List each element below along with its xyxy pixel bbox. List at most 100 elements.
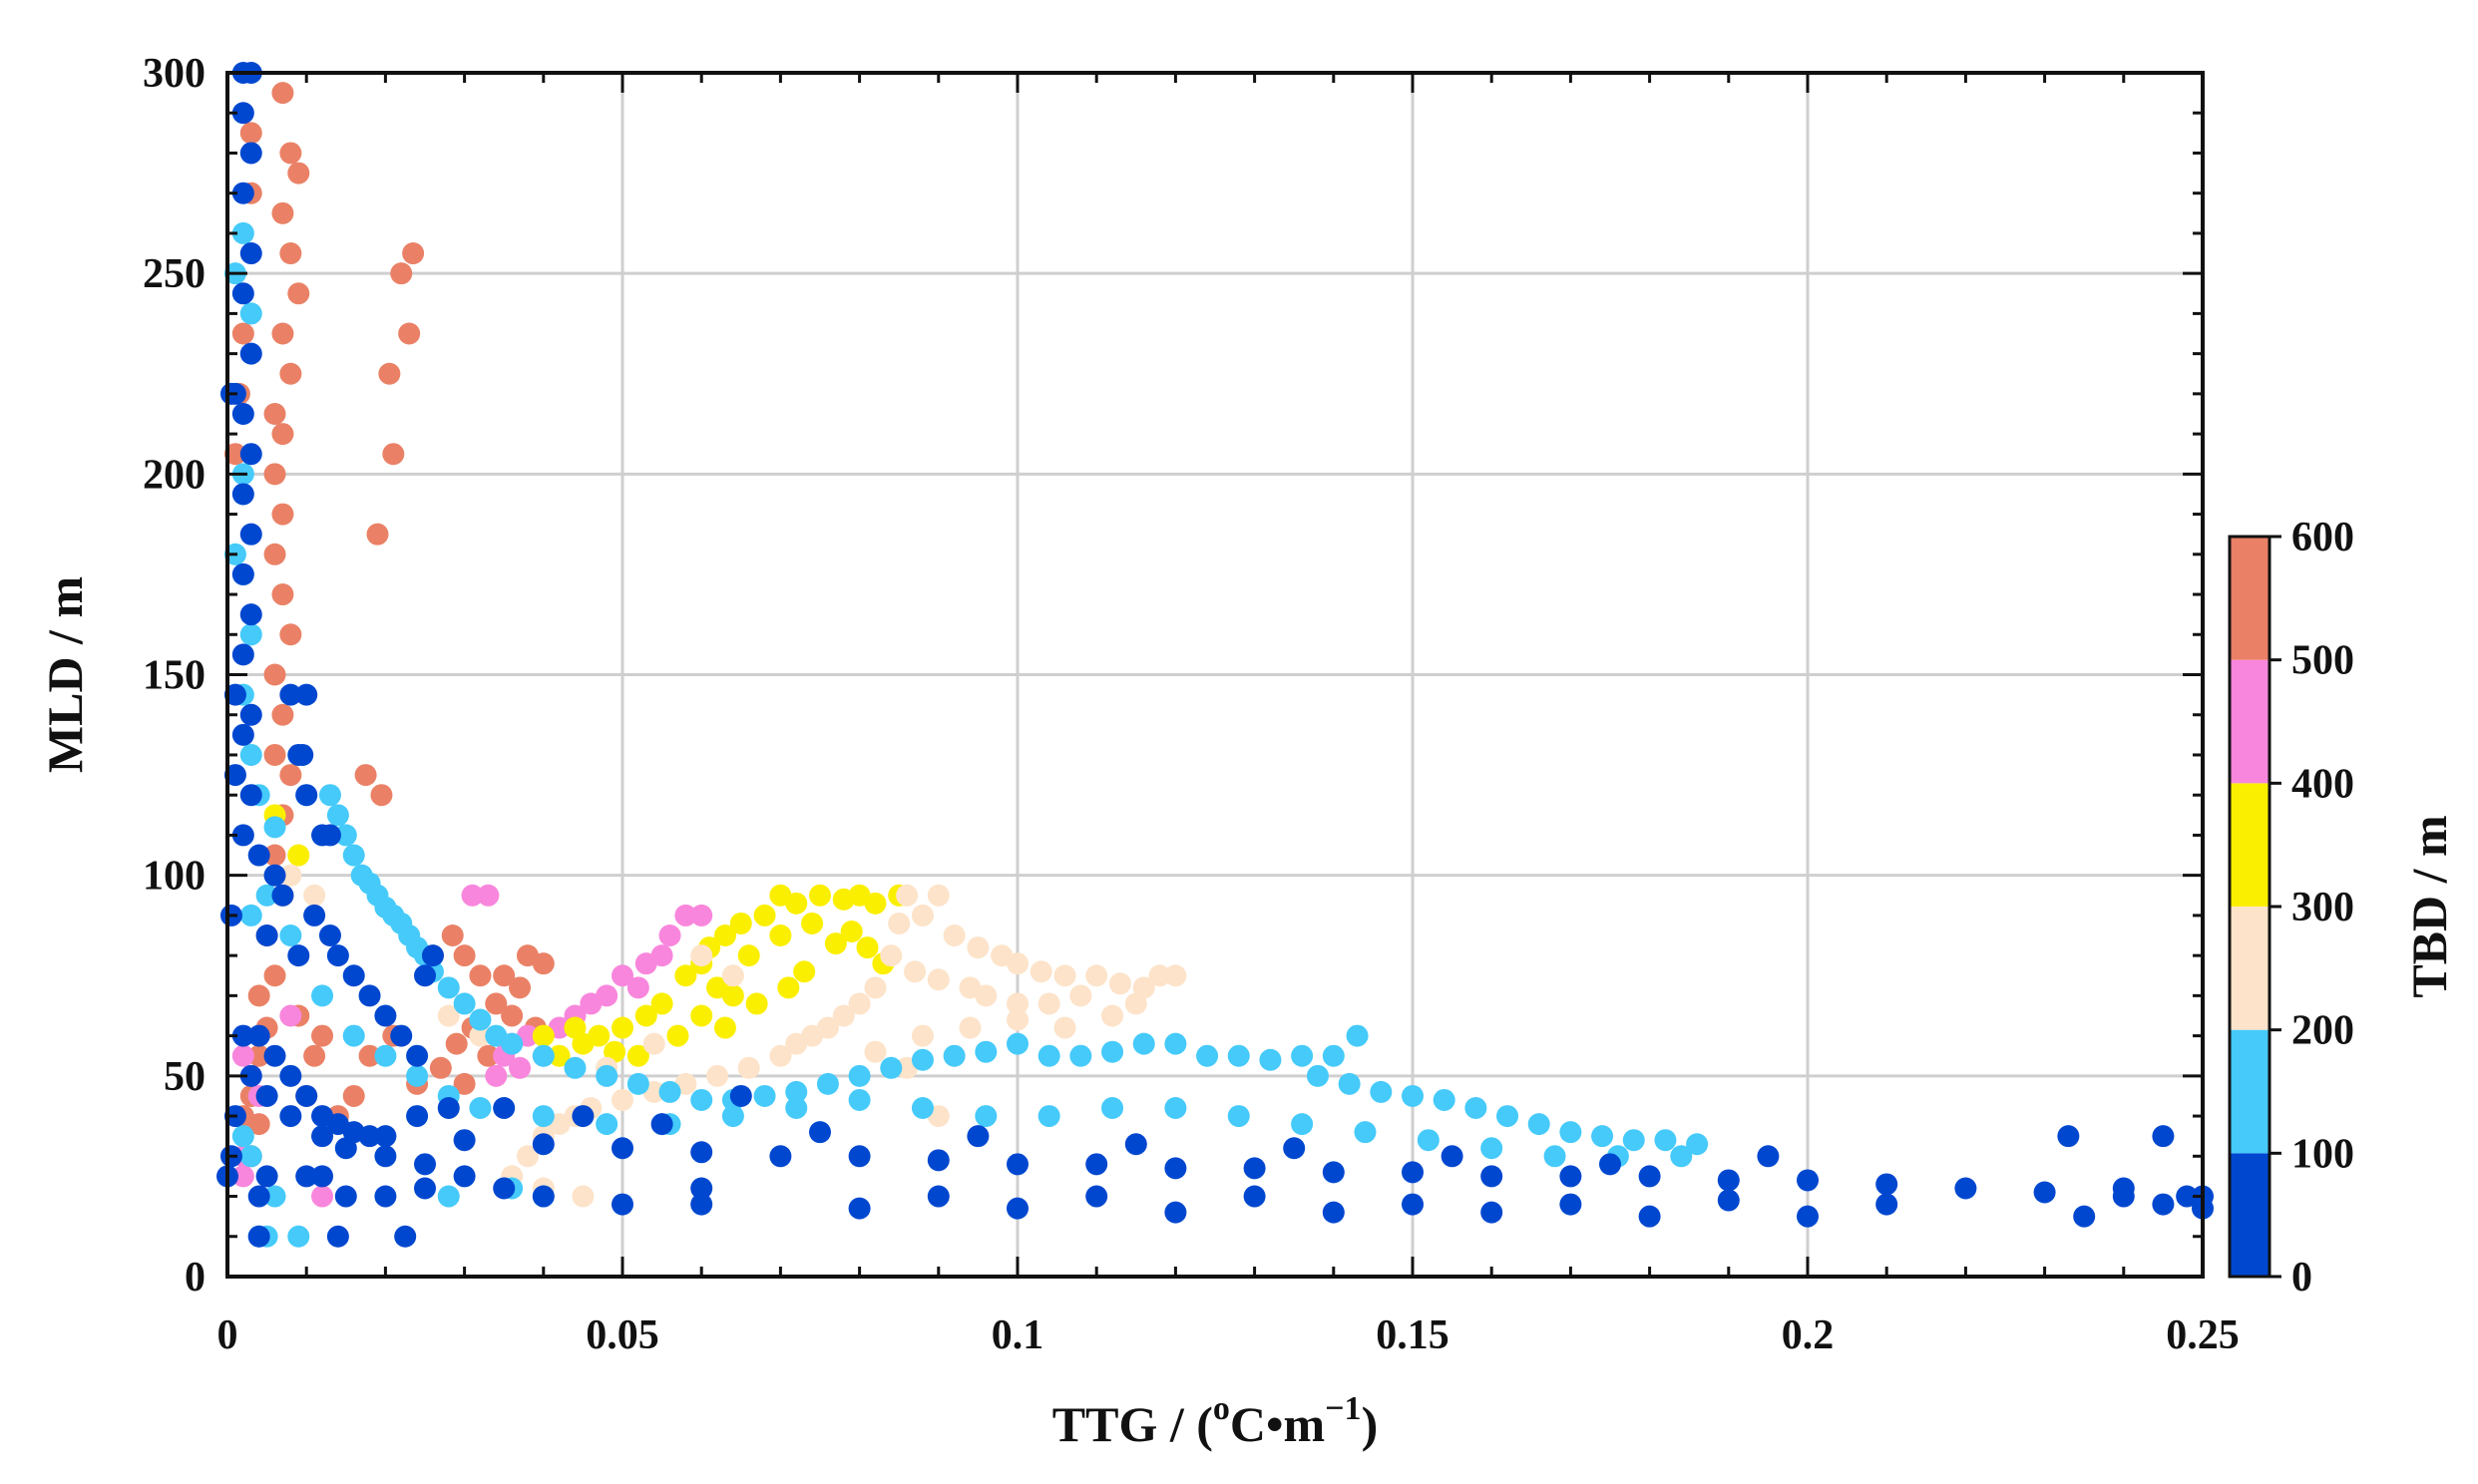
data-point xyxy=(263,463,286,486)
data-point xyxy=(247,1185,270,1208)
data-point xyxy=(532,1024,555,1047)
data-point xyxy=(279,764,302,787)
data-point xyxy=(291,743,314,766)
data-point xyxy=(318,824,341,847)
data-point xyxy=(1227,1044,1250,1067)
data-point xyxy=(318,925,341,947)
data-point xyxy=(572,1105,595,1128)
data-point xyxy=(596,1113,619,1136)
data-point xyxy=(1164,1201,1187,1224)
colorbar-segment xyxy=(2230,537,2270,660)
data-point xyxy=(279,925,302,947)
data-point xyxy=(358,984,381,1007)
data-point xyxy=(1480,1165,1503,1188)
data-point xyxy=(2073,1205,2096,1228)
data-point xyxy=(856,936,879,959)
data-point xyxy=(927,1185,950,1208)
data-point xyxy=(864,1040,887,1063)
data-point xyxy=(501,1004,524,1027)
data-point xyxy=(864,892,887,915)
data-point xyxy=(287,282,310,305)
data-point xyxy=(1101,1004,1124,1027)
data-point xyxy=(263,543,286,565)
data-point xyxy=(311,984,334,1007)
data-point xyxy=(223,683,246,706)
grid-lines xyxy=(227,73,2203,1277)
data-point xyxy=(247,984,270,1007)
data-point xyxy=(279,623,302,646)
data-point xyxy=(279,142,302,165)
data-point xyxy=(745,992,768,1015)
data-point xyxy=(1283,1137,1306,1160)
data-point xyxy=(729,1084,752,1107)
data-point xyxy=(406,1064,429,1087)
data-point xyxy=(564,1016,587,1039)
data-point xyxy=(441,925,464,947)
data-point xyxy=(406,1105,429,1128)
y-tick-label: 50 xyxy=(164,1054,206,1100)
data-point xyxy=(943,925,966,947)
data-point xyxy=(612,1088,633,1111)
data-point xyxy=(967,1125,990,1148)
data-point xyxy=(1124,1133,1147,1156)
data-point xyxy=(1717,1189,1740,1212)
data-point xyxy=(231,102,254,125)
data-point xyxy=(394,1225,417,1248)
data-point xyxy=(303,884,326,907)
data-point xyxy=(231,483,254,506)
data-point xyxy=(287,944,310,967)
data-point xyxy=(721,964,744,987)
data-point xyxy=(959,976,982,999)
data-point xyxy=(1007,1153,1029,1176)
y-tick-label: 300 xyxy=(143,51,206,97)
data-point xyxy=(358,1125,381,1148)
data-point xyxy=(342,1084,365,1107)
data-point xyxy=(1757,1145,1780,1168)
data-point xyxy=(1108,972,1131,995)
colorbar-segment xyxy=(2230,659,2270,784)
data-point xyxy=(342,964,365,987)
data-point xyxy=(271,583,294,606)
data-point xyxy=(911,904,934,927)
colorbar-tick-label: 500 xyxy=(2291,638,2354,684)
data-point xyxy=(239,1064,262,1087)
data-point xyxy=(1069,1044,1092,1067)
data-point xyxy=(477,1044,500,1067)
data-point xyxy=(690,1141,713,1164)
data-point xyxy=(318,784,341,807)
x-tick-label: 0.25 xyxy=(2166,1312,2240,1358)
colorbar-tick-labels: 0 100 200 300 400 500 600 xyxy=(2270,515,2354,1300)
data-point xyxy=(809,884,831,907)
data-point xyxy=(279,683,302,706)
data-point xyxy=(713,1016,736,1039)
data-point xyxy=(864,976,887,999)
data-point xyxy=(1069,984,1092,1007)
data-point xyxy=(1030,960,1052,983)
data-point xyxy=(311,1165,334,1188)
data-point xyxy=(729,912,752,934)
colorbar-tick-label: 200 xyxy=(2291,1008,2354,1054)
data-point xyxy=(626,976,649,999)
data-point xyxy=(532,952,555,975)
data-point xyxy=(2152,1125,2175,1148)
data-point xyxy=(223,443,246,466)
data-point xyxy=(580,992,603,1015)
data-point xyxy=(239,904,262,927)
data-point xyxy=(1259,1048,1282,1071)
data-point xyxy=(231,221,254,244)
data-point xyxy=(1085,1153,1108,1176)
y-tick-label: 0 xyxy=(185,1255,206,1300)
data-point xyxy=(967,936,990,959)
data-point xyxy=(674,904,697,927)
data-point xyxy=(713,925,736,947)
data-point xyxy=(295,1084,318,1107)
data-point xyxy=(374,1044,397,1067)
data-point xyxy=(279,242,302,265)
data-point xyxy=(532,1185,555,1208)
data-point xyxy=(287,162,310,185)
data-point xyxy=(1053,1016,1076,1039)
data-point xyxy=(690,1193,713,1216)
data-point xyxy=(690,1004,713,1027)
data-point xyxy=(239,784,262,807)
data-point xyxy=(848,1088,871,1111)
